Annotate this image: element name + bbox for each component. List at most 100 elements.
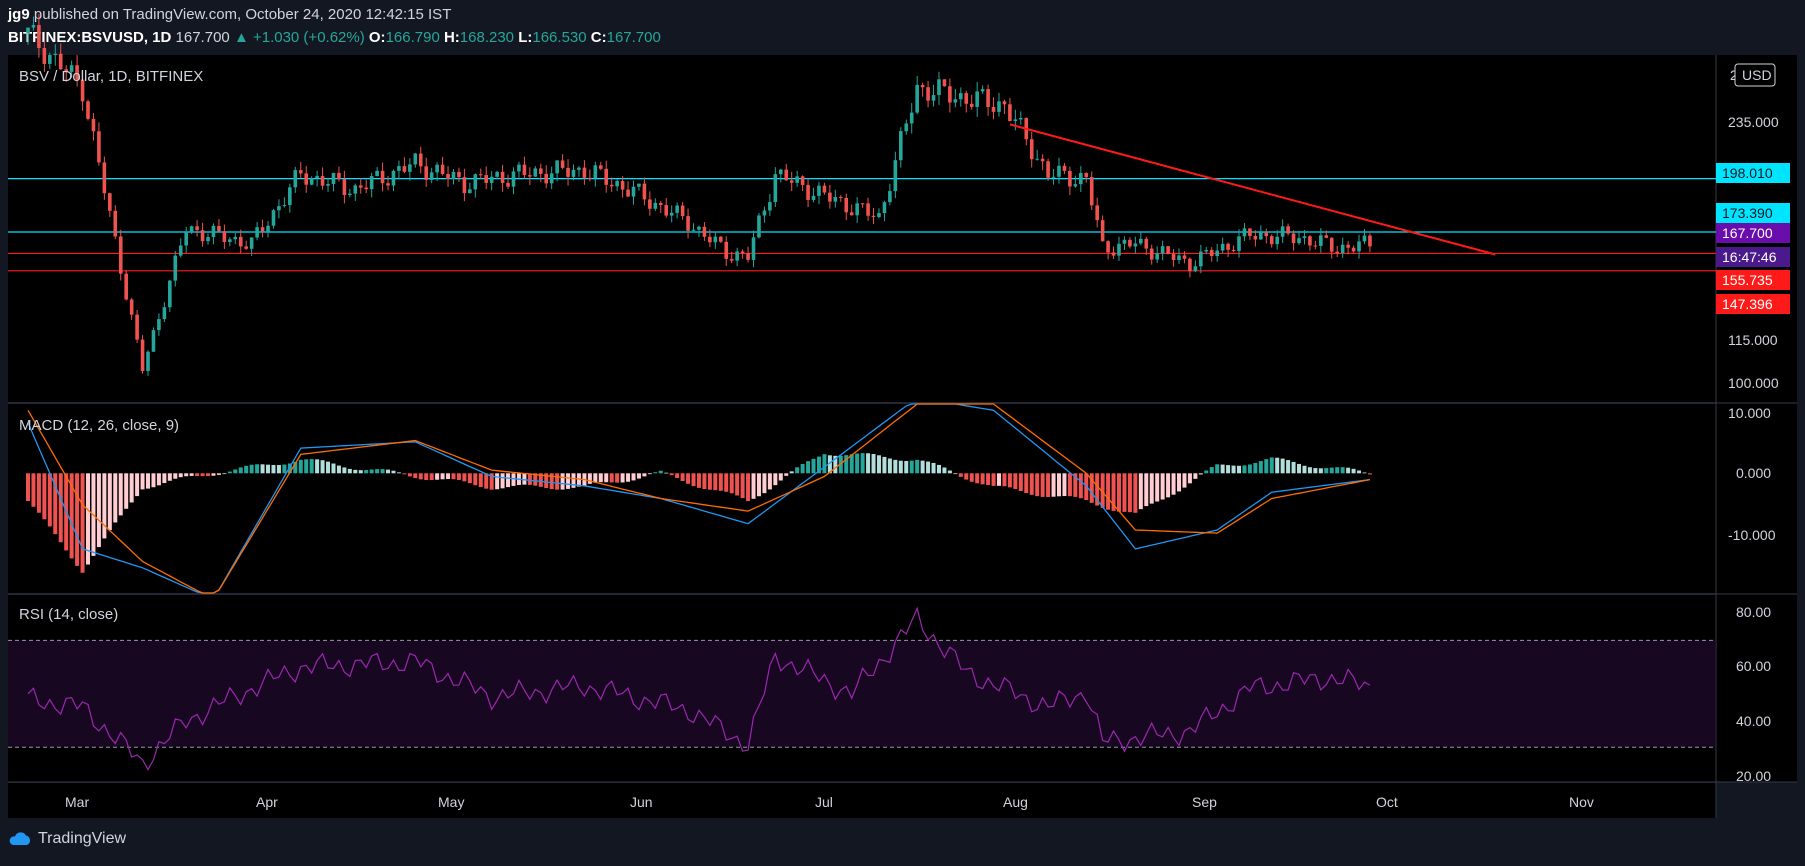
candle xyxy=(135,314,139,340)
candle xyxy=(37,25,41,49)
candle xyxy=(555,160,559,174)
candle xyxy=(669,212,674,216)
time-label: Apr xyxy=(256,794,278,810)
macd-histogram xyxy=(26,453,1372,573)
candle xyxy=(626,189,630,197)
macd-bar xyxy=(456,473,461,480)
candle xyxy=(304,173,309,185)
macd-bar xyxy=(876,455,881,474)
macd-bar xyxy=(206,473,211,477)
candle xyxy=(1291,233,1296,244)
candle xyxy=(1089,177,1094,206)
candle xyxy=(1368,235,1372,247)
publisher-name[interactable]: jg9 xyxy=(8,6,30,23)
macd-bar xyxy=(298,459,303,474)
candle xyxy=(1182,255,1187,259)
candle xyxy=(178,245,183,256)
macd-bar xyxy=(713,473,718,491)
macd-bar xyxy=(822,454,827,474)
candle xyxy=(1133,243,1138,247)
macd-bar xyxy=(1171,473,1176,495)
macd-bar xyxy=(707,473,712,490)
macd-bar xyxy=(342,467,347,474)
macd-bar xyxy=(909,460,914,474)
price-tag: 155.735 xyxy=(1716,270,1790,290)
candle xyxy=(200,230,205,242)
candle xyxy=(1166,246,1170,255)
candle xyxy=(228,239,232,242)
main-pane[interactable] xyxy=(8,55,1716,402)
macd-bar xyxy=(866,453,871,474)
candle xyxy=(762,210,767,216)
candle xyxy=(217,225,221,232)
candle xyxy=(1275,236,1279,245)
candle xyxy=(1019,118,1023,120)
macd-bar xyxy=(293,461,298,474)
price-tick: 235.000 xyxy=(1728,114,1779,130)
candle xyxy=(713,236,718,243)
macd-bar xyxy=(282,464,287,474)
symbol-label[interactable]: BITFINEX:BSVUSD, 1D xyxy=(8,29,172,46)
candle xyxy=(811,195,816,200)
candle xyxy=(1237,236,1241,252)
candle xyxy=(118,236,123,274)
price-tag-label: 173.390 xyxy=(1722,205,1773,221)
macd-bar xyxy=(249,464,254,474)
macd-bar xyxy=(718,473,723,491)
macd-bar xyxy=(47,473,52,527)
macd-bar xyxy=(315,459,320,474)
macd-bar xyxy=(658,470,663,474)
candle xyxy=(1297,238,1301,244)
candle xyxy=(664,205,669,216)
macd-bar xyxy=(833,455,838,474)
candle xyxy=(42,48,47,64)
candle xyxy=(478,174,483,176)
candle xyxy=(1242,228,1247,237)
time-label: May xyxy=(438,794,464,810)
time-axis[interactable] xyxy=(8,783,1716,818)
candle xyxy=(833,197,838,202)
macd-bar xyxy=(871,454,876,474)
candle xyxy=(375,170,379,176)
macd-bar xyxy=(287,463,292,474)
macd-bar xyxy=(173,473,178,479)
candle xyxy=(31,25,36,28)
macd-bar xyxy=(58,473,63,543)
candle xyxy=(844,197,849,213)
countdown-label: 16:47:46 xyxy=(1722,249,1777,265)
candle xyxy=(533,168,538,177)
candle xyxy=(506,182,510,187)
macd-bar xyxy=(386,469,391,474)
rsi-line xyxy=(27,606,1371,771)
macd-bar xyxy=(904,460,909,474)
macd-bar xyxy=(326,461,331,474)
currency-button[interactable]: USD xyxy=(1734,63,1776,87)
candle xyxy=(1346,244,1350,248)
candle xyxy=(538,168,543,174)
candle xyxy=(658,202,663,206)
candle xyxy=(1139,238,1143,244)
macd-bar xyxy=(309,459,314,474)
currency-button-label[interactable]: USD xyxy=(1742,67,1772,83)
macd-pane[interactable] xyxy=(8,404,1716,593)
rsi-pane-title: RSI (14, close) xyxy=(19,606,118,623)
macd-bar xyxy=(936,464,941,474)
macd-bar xyxy=(811,458,816,474)
macd-bar xyxy=(653,472,658,474)
candle xyxy=(882,202,887,214)
candle xyxy=(1117,243,1121,256)
candle xyxy=(413,153,418,165)
tradingview-logo[interactable]: TradingView xyxy=(8,830,126,848)
macd-bar xyxy=(1089,473,1094,503)
price-tick: 100.000 xyxy=(1728,375,1779,391)
macd-bar xyxy=(1193,473,1198,479)
candle xyxy=(1057,165,1061,177)
descending-trendline[interactable] xyxy=(1009,123,1496,256)
macd-bar xyxy=(806,461,811,474)
macd-bar xyxy=(336,465,341,474)
macd-bar xyxy=(1340,467,1345,474)
candle xyxy=(1062,165,1067,171)
macd-bar xyxy=(1318,468,1323,474)
candle xyxy=(402,166,407,172)
